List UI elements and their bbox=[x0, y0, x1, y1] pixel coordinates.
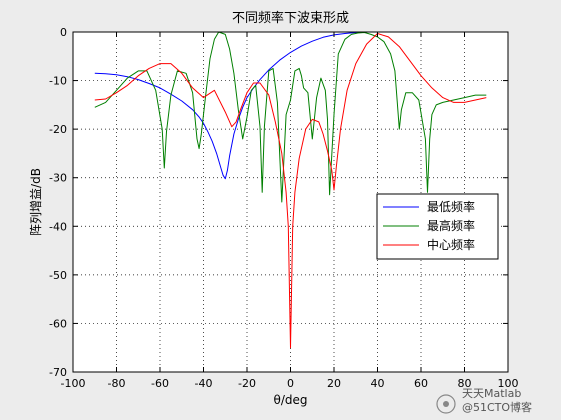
series-line-1 bbox=[94, 31, 378, 180]
ticks: -100 -80 -60 -40 -20 0 20 40 60 80 100 0 -10 -20 -30 -4… bbox=[49, 26, 518, 390]
grid bbox=[73, 32, 508, 372]
watermark-line1: 天天Matlab bbox=[462, 387, 521, 400]
x-tick-label: -100 bbox=[61, 377, 86, 390]
chart-title: 不同频率下波束形成 bbox=[232, 10, 349, 26]
x-tick-label: -40 bbox=[195, 377, 213, 390]
y-tick-label: -20 bbox=[49, 123, 67, 136]
y-tick-label: -40 bbox=[49, 220, 67, 233]
legend-entry-1: 最低频率 bbox=[427, 199, 475, 214]
watermark-line2: @51CTO博客 bbox=[462, 400, 532, 414]
y-tick-label: -30 bbox=[49, 172, 67, 185]
watermark-logo-icon bbox=[436, 394, 456, 414]
x-tick-label: -80 bbox=[108, 377, 126, 390]
x-tick-label: 60 bbox=[414, 377, 428, 390]
x-tick-label: 0 bbox=[287, 377, 294, 390]
y-tick-label: -50 bbox=[49, 269, 67, 282]
legend-entry-3: 中心频率 bbox=[427, 237, 475, 252]
legend-entry-2: 最高频率 bbox=[427, 218, 475, 233]
x-axis-label: θ/deg bbox=[273, 393, 307, 407]
y-axis-label: 阵列增益/dB bbox=[29, 168, 43, 236]
series-layer bbox=[94, 31, 487, 349]
x-tick-label: -60 bbox=[151, 377, 169, 390]
x-tick-label: 80 bbox=[458, 377, 472, 390]
series-line-3 bbox=[94, 33, 487, 349]
x-tick-label: 100 bbox=[498, 377, 519, 390]
y-tick-label: -70 bbox=[49, 366, 67, 379]
watermark-logo-dot bbox=[443, 401, 449, 407]
x-tick-label: -20 bbox=[238, 377, 256, 390]
y-tick-label: -10 bbox=[49, 75, 67, 88]
y-tick-label: -60 bbox=[49, 317, 67, 330]
y-tick-label: 0 bbox=[60, 26, 67, 39]
x-tick-label: 20 bbox=[327, 377, 341, 390]
x-tick-label: 40 bbox=[371, 377, 385, 390]
watermark: 天天Matlab @51CTO博客 bbox=[436, 387, 532, 414]
